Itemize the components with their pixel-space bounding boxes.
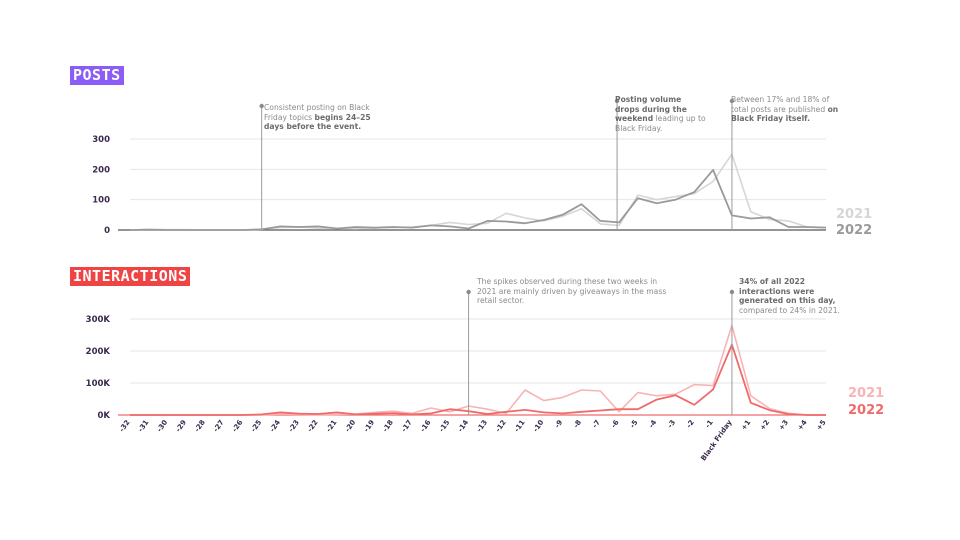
xtick-label: +4 <box>796 418 809 431</box>
xtick-label: -20 <box>344 418 358 433</box>
interactions-annotation-2: 34% of all 2022 interactions were genera… <box>739 277 840 315</box>
xtick-label: -12 <box>494 418 508 433</box>
xtick-label: -3 <box>666 418 677 429</box>
xtick-label: -28 <box>193 418 207 433</box>
interactions-annotation-1-leader-dot <box>466 289 471 295</box>
interactions-series-2022 <box>130 343 826 416</box>
posts-ytick-label: 100 <box>92 196 110 206</box>
xtick-label: -2 <box>685 418 696 429</box>
xtick-label: -14 <box>456 418 470 433</box>
xtick-label: -32 <box>118 418 132 433</box>
posts-annotation-2: Posting volume drops during the weekend … <box>615 95 706 133</box>
xtick-label: -13 <box>475 418 489 433</box>
interactions-ytick-label: 100K <box>86 379 111 389</box>
posts-series-2022 <box>129 168 827 231</box>
xtick-label: +5 <box>815 418 828 431</box>
xtick-label: -1 <box>704 418 715 429</box>
interactions-section-label: INTERACTIONS <box>70 267 191 286</box>
xtick-label: -17 <box>400 418 414 433</box>
xtick-label: +3 <box>777 418 790 431</box>
posts-ytick-label: 0 <box>104 226 110 236</box>
xtick-label: -16 <box>419 418 433 433</box>
xtick-label: +1 <box>740 418 753 431</box>
interactions-legend-2021: 2021 <box>848 386 885 401</box>
posts-annotation-1-leader-dot <box>259 103 264 109</box>
xtick-label: -7 <box>591 418 602 429</box>
posts-legend-2021: 2021 <box>836 207 873 222</box>
xtick-label: -9 <box>553 418 564 429</box>
xtick-label: -23 <box>287 418 301 433</box>
interactions-ytick-label: 200K <box>86 347 111 357</box>
xtick-label: -24 <box>268 418 282 433</box>
xtick-label: -6 <box>610 418 621 429</box>
xtick-label: -29 <box>174 418 188 433</box>
xtick-label: -27 <box>212 418 226 433</box>
interactions-annotation-1: The spikes observed during these two wee… <box>477 277 667 306</box>
interactions-ytick-label: 0K <box>97 411 110 421</box>
posts-legend-2022: 2022 <box>836 223 873 238</box>
posts-annotation-3: Between 17% and 18% of total posts are p… <box>731 95 839 124</box>
posts-annotation-1: Consistent posting on Black Friday topic… <box>264 103 371 132</box>
xtick-label: -11 <box>513 418 527 433</box>
xtick-label: -4 <box>647 418 658 429</box>
xtick-label: -8 <box>572 418 583 429</box>
xtick-label: -10 <box>532 418 546 433</box>
xtick-label: -15 <box>438 418 452 433</box>
xtick-label: -25 <box>250 418 264 433</box>
posts-annotation-2-leader-dot <box>614 98 620 104</box>
posts-section-label: POSTS <box>70 66 124 85</box>
interactions-legend-2022: 2022 <box>848 403 885 418</box>
xtick-label: -19 <box>362 418 376 433</box>
xtick-label: -31 <box>137 418 151 433</box>
interactions-ytick-label: 300K <box>86 315 111 325</box>
xtick-label: -21 <box>325 418 339 433</box>
xtick-label: -22 <box>306 418 320 433</box>
posts-annotation-3-leader-dot <box>729 98 735 104</box>
interactions-annotation-2-leader-dot <box>729 289 735 295</box>
posts-ytick-label: 200 <box>92 165 110 175</box>
xtick-label: -26 <box>231 418 245 433</box>
posts-ytick-label: 300 <box>92 135 110 145</box>
xtick-label: -5 <box>629 418 640 429</box>
xtick-label: +2 <box>758 418 771 431</box>
xtick-label: -18 <box>381 418 395 433</box>
xtick-label: -30 <box>155 418 169 433</box>
